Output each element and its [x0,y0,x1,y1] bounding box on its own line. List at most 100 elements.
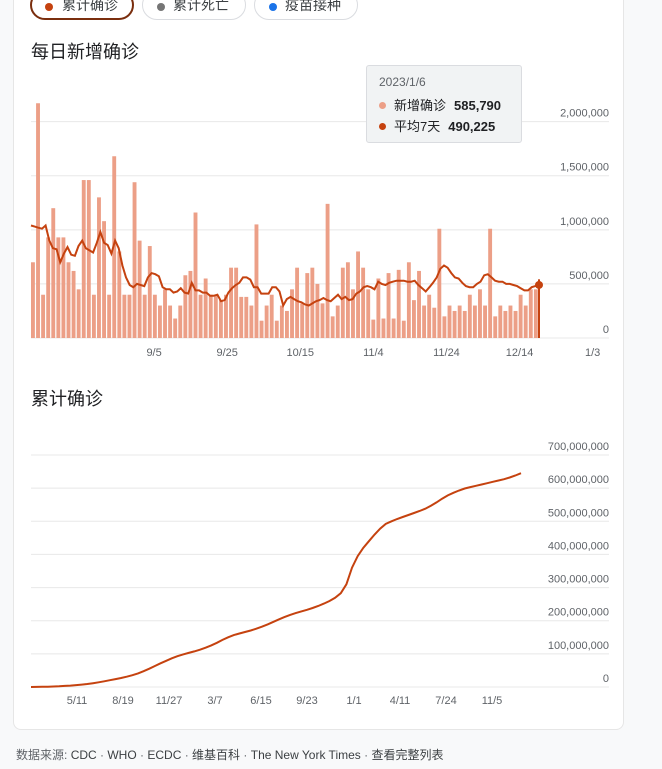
y-tick-label: 1,000,000 [560,216,609,228]
daily-bar [533,289,538,338]
daily-bar [56,237,61,338]
tab-cumulative-cases[interactable]: 累计确诊 [30,0,134,20]
daily-bar [152,294,157,338]
y-tick-label: 500,000,000 [548,507,609,519]
tab-cumulative-deaths[interactable]: 累计死亡 [142,0,246,20]
daily-bar [264,305,269,338]
daily-bar [462,310,467,338]
cumulative-cases-chart[interactable]: 0 100,000,000 200,000,000 300,000,000 400,00… [14,435,625,715]
x-tick-label: 1/3 [585,347,600,359]
daily-bar [391,318,396,338]
daily-bar [366,289,371,338]
y-tick-label: 1,500,000 [560,162,609,174]
daily-bar [51,208,56,338]
daily-bar [396,269,401,338]
y-tick-label: 700,000,000 [548,441,609,453]
x-tick-label: 3/7 [207,695,222,707]
daily-bar [401,320,406,338]
y-tick-label: 600,000,000 [548,474,609,486]
daily-bar [36,103,40,338]
y-tick-label: 400,000,000 [548,540,609,552]
source-link-cdc[interactable]: CDC [70,748,97,762]
daily-bar [325,203,330,338]
x-tick-label: 1/1 [346,695,361,707]
x-tick-label: 11/5 [482,695,503,707]
tab-dot-icon [269,3,277,11]
view-full-list-link[interactable]: 查看完整列表 [371,748,444,762]
daily-bar [213,294,218,338]
daily-bar [472,305,477,338]
daily-bar [107,294,112,338]
source-link-wikipedia[interactable]: 维基百科 [192,748,241,762]
daily-bar [178,305,183,338]
daily-bar [229,267,233,338]
daily-bar [417,270,421,338]
daily-cases-chart[interactable]: 0 500,000 1,000,000 1,500,000 2,000,000 9/5 9/… [14,90,625,365]
x-tick-label: 4/11 [390,695,411,707]
daily-bar [158,305,162,338]
daily-bar [188,270,193,338]
daily-bar [132,182,137,338]
x-tick-label: 11/24 [433,347,460,359]
daily-bar [244,296,249,338]
cumulative-cases-title: 累计确诊 [31,389,103,409]
y-tick-label: 500,000 [569,270,609,282]
daily-bar [447,305,452,338]
daily-bar [193,212,198,338]
x-tick-label: 12/14 [506,347,534,359]
y-tick-label: 0 [603,324,609,336]
daily-bar [122,294,127,338]
x-tick-label: 5/11 [67,695,88,707]
daily-bar [361,267,366,338]
daily-bar [31,262,35,338]
y-tick-label: 200,000,000 [548,607,609,619]
source-link-nyt[interactable]: The New York Times [250,748,361,762]
tooltip-date: 2023/1/6 [379,75,426,89]
daily-bar [173,318,178,338]
x-tick-label: 11/4 [363,347,384,359]
daily-bar [66,262,71,338]
daily-bar [249,305,254,338]
daily-bar [457,305,462,338]
daily-bar [442,316,447,338]
daily-bar [234,267,239,338]
daily-bar [467,294,472,338]
tab-dot-icon [157,3,165,11]
source-link-who[interactable]: WHO [107,748,137,762]
y-tick-label: 300,000,000 [548,574,609,586]
daily-bar [523,305,528,338]
x-tick-label: 9/5 [146,347,161,359]
daily-bar [295,267,300,338]
daily-bar [254,224,259,338]
legend-dot-icon [379,102,386,109]
daily-bar [488,228,493,338]
x-tick-label: 10/15 [287,347,315,359]
daily-bar [46,237,51,338]
daily-bar [498,305,503,338]
daily-bar [508,305,513,338]
chart-tooltip: 2023/1/6 新增确诊 585,790 平均7天 490,225 [366,65,522,143]
tab-dot-icon [45,3,53,11]
daily-bar [183,275,188,338]
daily-bar [81,180,86,338]
daily-bar [503,310,508,338]
seven-day-average-line [30,223,540,309]
daily-bar [269,294,274,338]
daily-bar [208,294,213,338]
tooltip-row-7day-avg: 平均7天 490,225 [379,116,495,135]
y-tick-label: 0 [603,673,609,685]
daily-bar [437,228,442,338]
daily-bar [102,221,106,338]
source-link-ecdc[interactable]: ECDC [147,748,182,762]
daily-bar [483,305,487,338]
tab-vaccinations[interactable]: 疫苗接种 [254,0,358,20]
daily-bar [290,289,294,338]
daily-bar [274,320,279,338]
daily-bar [381,318,386,338]
x-tick-label: 11/27 [156,695,183,707]
daily-bar [224,294,228,338]
daily-bar [127,294,132,338]
daily-bar [163,289,167,338]
daily-bar [371,319,376,338]
daily-bar [432,307,437,338]
